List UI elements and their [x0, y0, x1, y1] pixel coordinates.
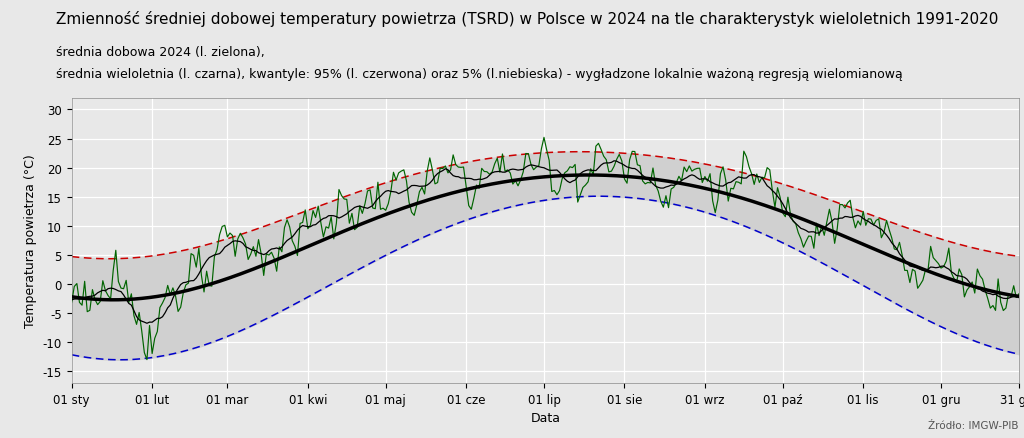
Text: średnia wieloletnia (l. czarna), kwantyle: 95% (l. czerwona) oraz 5% (l.niebiesk: średnia wieloletnia (l. czarna), kwantyl… — [56, 68, 903, 81]
Text: Zmienność średniej dobowej temperatury powietrza (TSRD) w Polsce w 2024 na tle c: Zmienność średniej dobowej temperatury p… — [56, 11, 998, 27]
X-axis label: Data: Data — [530, 411, 560, 424]
Y-axis label: Temperatura powietrza (°C): Temperatura powietrza (°C) — [25, 154, 37, 328]
Text: średnia dobowa 2024 (l. zielona),: średnia dobowa 2024 (l. zielona), — [56, 46, 265, 59]
Text: Źródło: IMGW-PIB: Źródło: IMGW-PIB — [929, 420, 1019, 430]
